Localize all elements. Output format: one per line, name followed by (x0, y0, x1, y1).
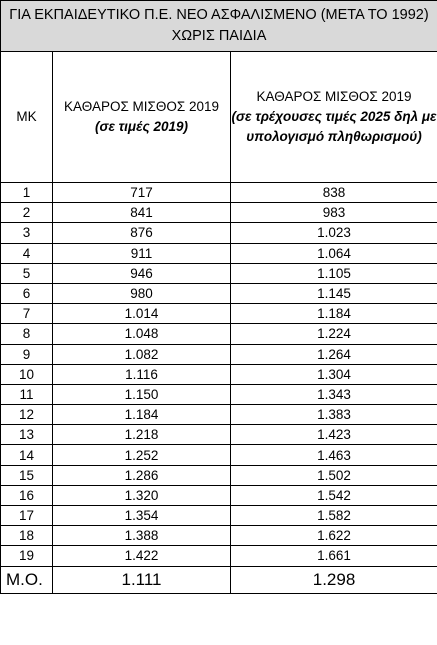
cell-salary-2025: 1.264 (229, 343, 437, 365)
cell-salary-2019: 1.116 (52, 363, 231, 385)
cell-salary-2025: 1.582 (229, 504, 437, 527)
table-row: 7 1.014 1.184 (0, 303, 437, 325)
table-row: 19 1.422 1.661 (0, 545, 437, 567)
cell-salary-2025: 1.463 (229, 444, 437, 466)
cell-salary-2025: 983 (229, 202, 437, 224)
table-row: 1 717 838 (0, 181, 437, 204)
header-salary-2019-note: (σε τιμές 2019) (95, 119, 188, 134)
cell-salary-2019: 1.354 (52, 504, 231, 527)
cell-salary-2019: 841 (52, 202, 231, 224)
cell-salary-2019: 1.252 (52, 444, 231, 466)
table-row: 8 1.048 1.224 (0, 323, 437, 345)
cell-salary-2025: 1.023 (229, 222, 437, 244)
cell-salary-2025: 1.502 (229, 464, 437, 486)
cell-salary-2025: 1.105 (229, 262, 437, 284)
cell-mk: 9 (0, 343, 53, 365)
cell-salary-2019: 1.150 (52, 383, 231, 406)
table-row: 18 1.388 1.622 (0, 525, 437, 547)
cell-salary-2019: 1.048 (52, 323, 231, 345)
cell-mk: 15 (0, 464, 53, 486)
cell-mk: 2 (0, 202, 53, 224)
cell-mk: 19 (0, 545, 53, 567)
header-mk: ΜΚ (0, 51, 53, 183)
cell-salary-2019: 1.184 (52, 404, 231, 426)
cell-mk: 17 (0, 504, 53, 527)
cell-mk: 7 (0, 303, 53, 325)
cell-mk: 6 (0, 282, 53, 305)
table-row: 11 1.150 1.343 (0, 383, 437, 406)
cell-salary-2025: 1.661 (229, 545, 437, 567)
cell-salary-2025: 1.383 (229, 404, 437, 426)
table-row: 10 1.116 1.304 (0, 363, 437, 385)
cell-mk: 18 (0, 525, 53, 547)
cell-salary-2025: 1.343 (229, 383, 437, 406)
cell-salary-2025: 1.184 (229, 303, 437, 325)
cell-salary-2025: 1.145 (229, 282, 437, 305)
average-2025: 1.298 (229, 565, 437, 594)
table-row: 14 1.252 1.463 (0, 444, 437, 466)
cell-salary-2025: 1.224 (229, 323, 437, 345)
cell-salary-2025: 1.064 (229, 242, 437, 264)
cell-salary-2019: 1.082 (52, 343, 231, 365)
average-label: Μ.Ο. (0, 565, 53, 594)
cell-mk: 13 (0, 424, 53, 446)
cell-salary-2019: 1.286 (52, 464, 231, 486)
cell-salary-2019: 911 (52, 242, 231, 264)
header-salary-2019: ΚΑΘΑΡΟΣ ΜΙΣΘΟΣ 2019 (σε τιμές 2019) (52, 51, 231, 183)
table-row: 13 1.218 1.423 (0, 424, 437, 446)
cell-mk: 11 (0, 383, 53, 406)
cell-salary-2025: 1.423 (229, 424, 437, 446)
cell-salary-2025: 1.304 (229, 363, 437, 385)
cell-mk: 16 (0, 484, 53, 507)
table-row: 15 1.286 1.502 (0, 464, 437, 486)
cell-mk: 10 (0, 363, 53, 385)
cell-salary-2019: 980 (52, 282, 231, 305)
cell-mk: 14 (0, 444, 53, 466)
cell-salary-2019: 946 (52, 262, 231, 284)
table-body: 1 717 838 2 841 983 3 876 1.023 4 911 1.064 5 946 1.10… (0, 181, 437, 567)
cell-salary-2019: 1.320 (52, 484, 231, 507)
cell-salary-2025: 838 (229, 181, 437, 204)
table-row: 4 911 1.064 (0, 242, 437, 264)
cell-salary-2025: 1.622 (229, 525, 437, 547)
header-salary-2025-title: ΚΑΘΑΡΟΣ ΜΙΣΘΟΣ 2019 (256, 89, 412, 104)
cell-mk: 8 (0, 323, 53, 345)
average-row: Μ.Ο. 1.111 1.298 (0, 565, 437, 594)
salary-table: ΓΙΑ ΕΚΠΑΙΔΕΥΤΙΚΟ Π.Ε. ΝΕΟ ΑΣΦΑΛΙΣΜΕΝΟ (Μ… (0, 0, 437, 594)
table-row: 16 1.320 1.542 (0, 484, 437, 507)
average-2019: 1.111 (52, 565, 231, 594)
table-row: 3 876 1.023 (0, 222, 437, 244)
cell-mk: 1 (0, 181, 53, 204)
table-row: 12 1.184 1.383 (0, 404, 437, 426)
cell-mk: 12 (0, 404, 53, 426)
table-row: 17 1.354 1.582 (0, 504, 437, 527)
cell-mk: 3 (0, 222, 53, 244)
cell-salary-2019: 1.218 (52, 424, 231, 446)
table-row: 6 980 1.145 (0, 282, 437, 305)
table-row: 5 946 1.105 (0, 262, 437, 284)
cell-salary-2019: 1.422 (52, 545, 231, 567)
cell-mk: 4 (0, 242, 53, 264)
table-row: 2 841 983 (0, 202, 437, 224)
table-row: 9 1.082 1.264 (0, 343, 437, 365)
cell-mk: 5 (0, 262, 53, 284)
header-salary-2025-note: (σε τρέχουσες τιμές 2025 δηλ με υπολογισ… (231, 109, 437, 144)
header-salary-2019-title: ΚΑΘΑΡΟΣ ΜΙΣΘΟΣ 2019 (63, 99, 220, 114)
cell-salary-2019: 876 (52, 222, 231, 244)
table-title: ΓΙΑ ΕΚΠΑΙΔΕΥΤΙΚΟ Π.Ε. ΝΕΟ ΑΣΦΑΛΙΣΜΕΝΟ (Μ… (0, 0, 437, 52)
cell-salary-2025: 1.542 (229, 484, 437, 507)
cell-salary-2019: 717 (52, 181, 231, 204)
cell-salary-2019: 1.014 (52, 303, 231, 325)
header-salary-2025: ΚΑΘΑΡΟΣ ΜΙΣΘΟΣ 2019 (σε τρέχουσες τιμές … (229, 51, 437, 183)
cell-salary-2019: 1.388 (52, 525, 231, 547)
